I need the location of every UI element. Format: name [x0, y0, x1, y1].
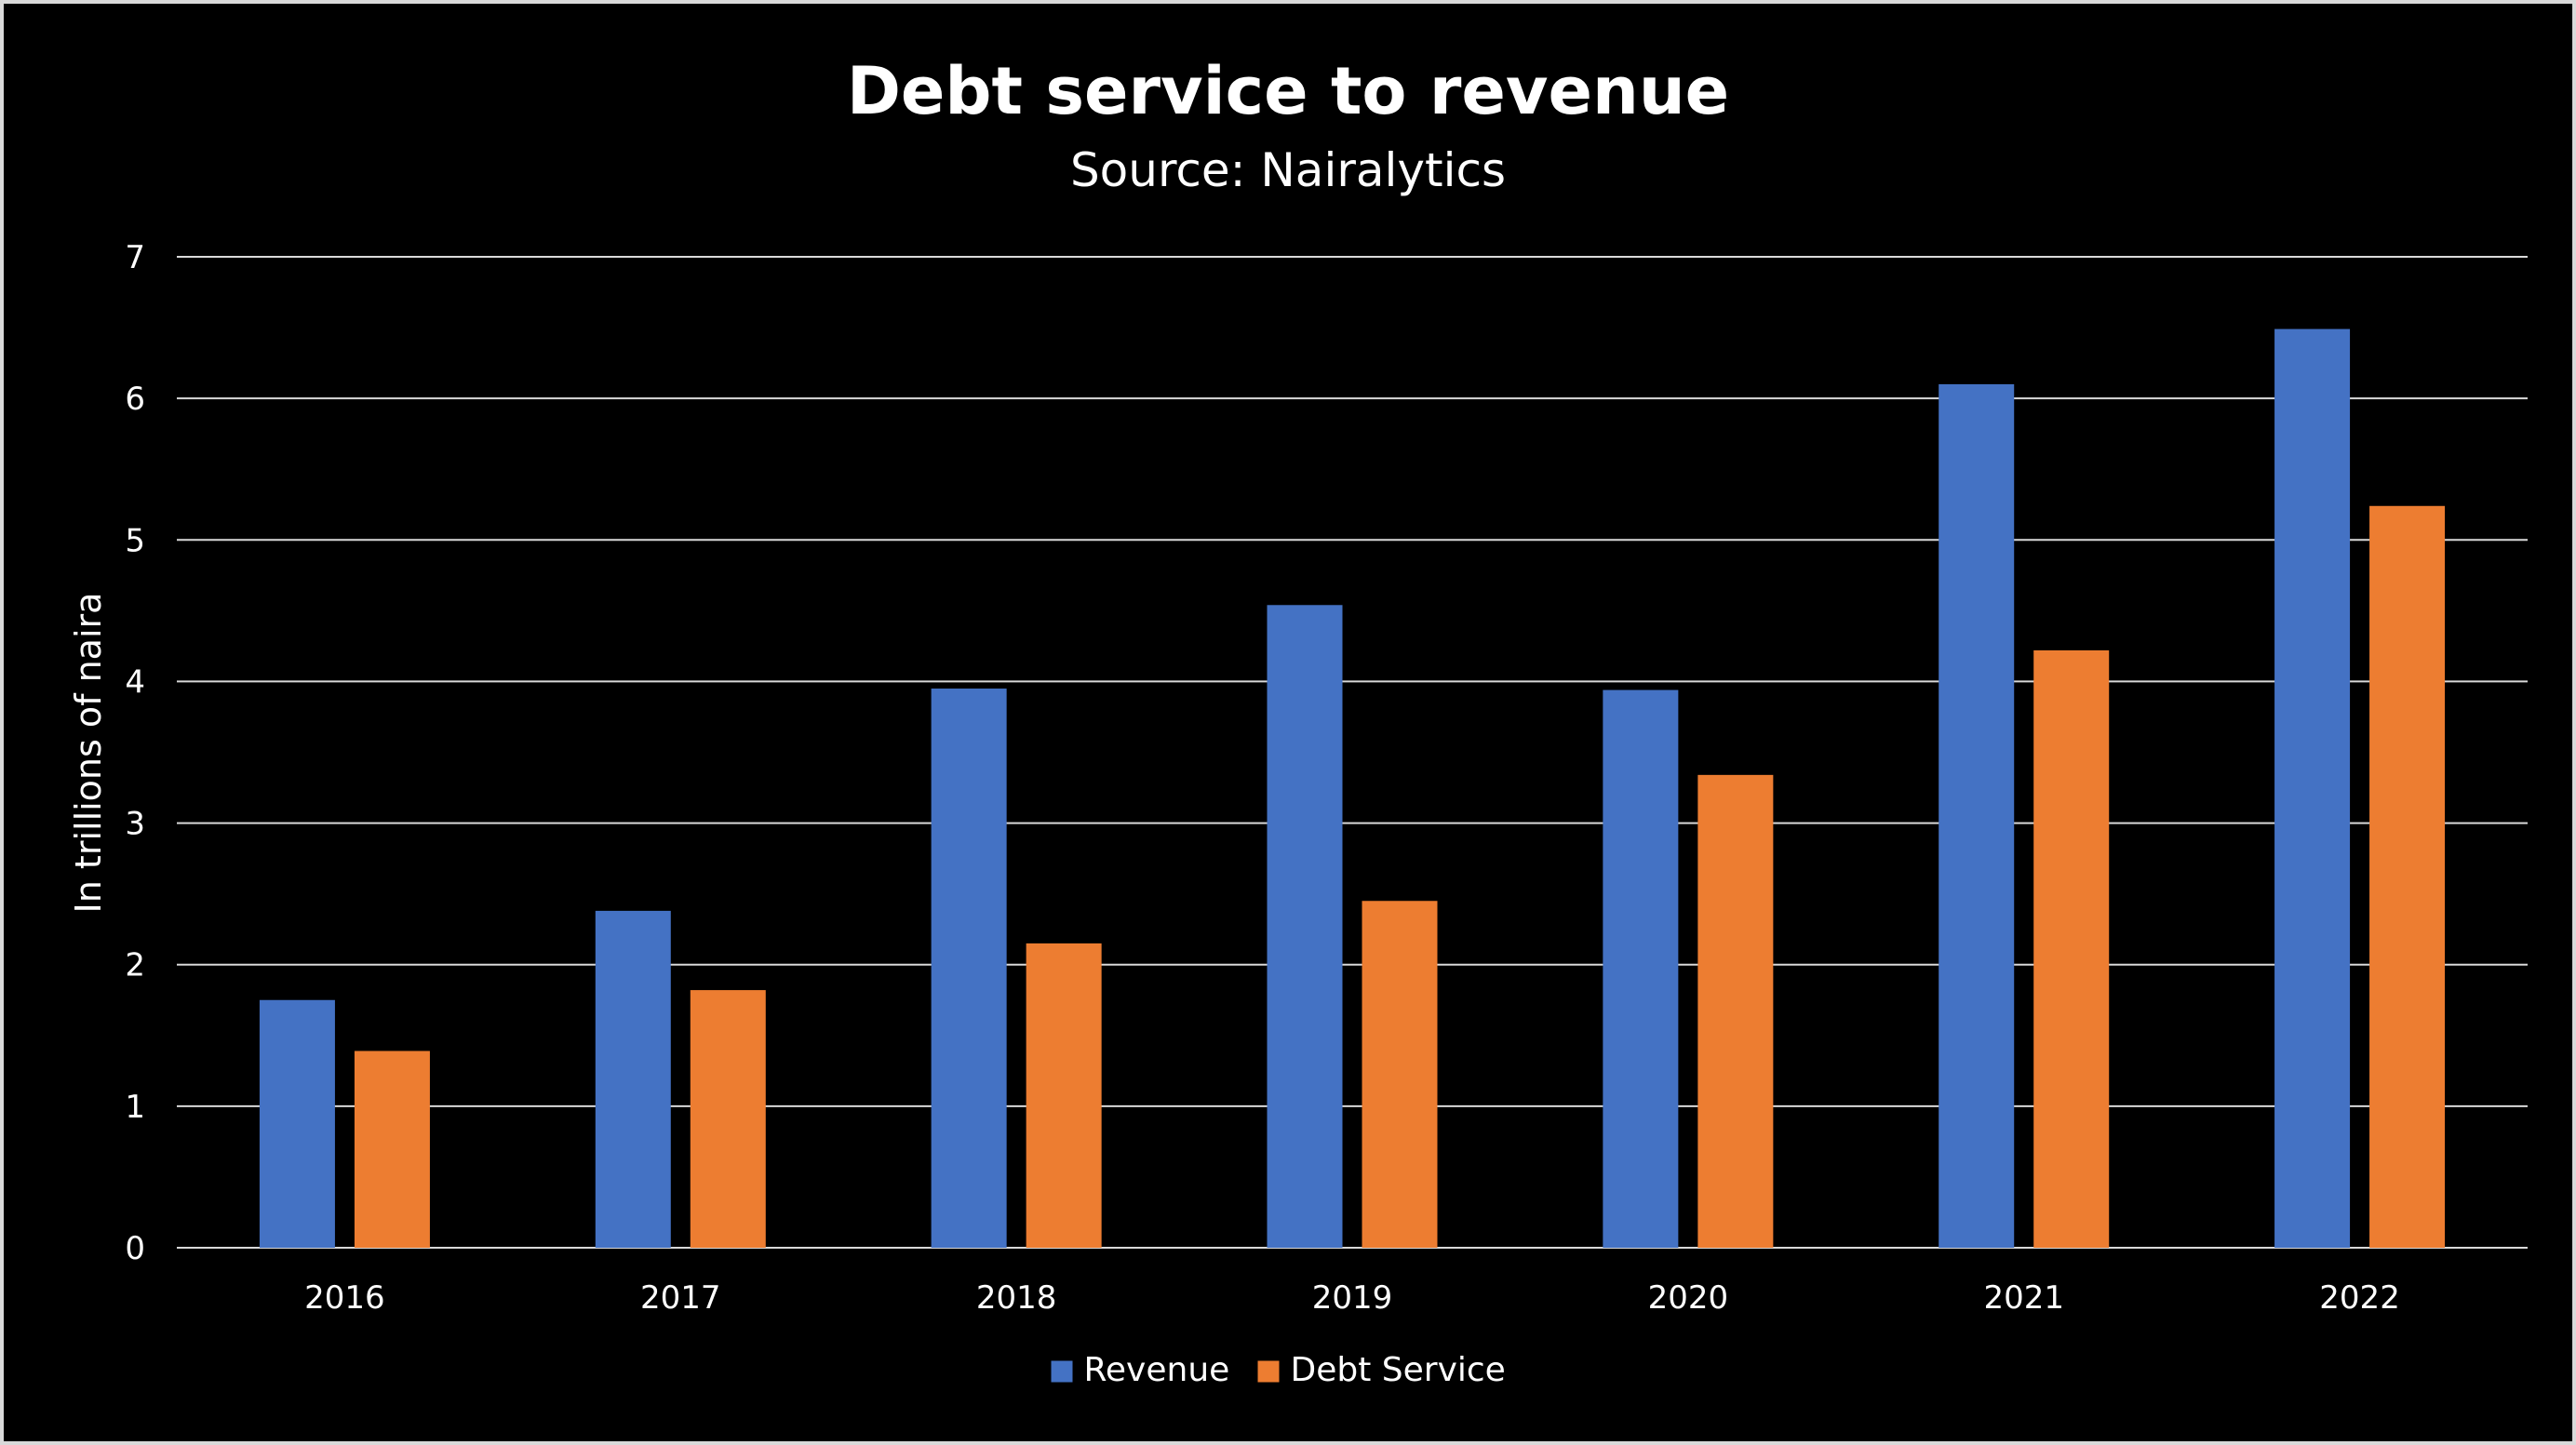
y-tick-label: 7: [125, 239, 145, 276]
legend-swatch-revenue: [1051, 1360, 1073, 1383]
y-axis-ticks: 0 1 2 3 4 5 6 7: [125, 239, 145, 1267]
bar-debt-service-2019: [1362, 901, 1438, 1248]
bar-revenue-2018: [931, 689, 1007, 1248]
bar-revenue-2022: [2274, 328, 2351, 1248]
chart-subtitle: Source: Nairalytics: [1070, 143, 1506, 197]
bar-revenue-2016: [259, 999, 335, 1248]
bar-revenue-2019: [1267, 605, 1343, 1248]
x-axis-ticks: 2016 2017 2018 2019 2020 2021 2022: [304, 1279, 2400, 1317]
chart-canvas: Debt service to revenue Source: Nairalyt…: [68, 53, 2528, 1389]
gridlines: [177, 256, 2528, 1249]
legend-swatch-debt-service: [1257, 1360, 1280, 1383]
bar-debt-service-2022: [2369, 505, 2446, 1248]
y-tick-label: 5: [125, 522, 145, 559]
legend-label-debt-service: Debt Service: [1291, 1351, 1506, 1389]
bar-revenue-2020: [1603, 689, 1679, 1248]
legend: Revenue Debt Service: [1051, 1351, 1506, 1389]
bar-revenue-2017: [595, 910, 671, 1248]
x-tick-label: 2017: [640, 1279, 721, 1317]
x-tick-label: 2022: [2319, 1279, 2400, 1317]
x-tick-label: 2018: [976, 1279, 1057, 1317]
x-tick-label: 2021: [1983, 1279, 2064, 1317]
bar-debt-service-2020: [1697, 774, 1774, 1248]
bars: [259, 328, 2446, 1248]
bar-debt-service-2017: [690, 990, 766, 1248]
x-tick-label: 2020: [1648, 1279, 1729, 1317]
x-tick-label: 2019: [1312, 1279, 1393, 1317]
y-tick-label: 2: [125, 947, 145, 984]
bar-debt-service-2021: [2033, 649, 2110, 1248]
bar-debt-service-2016: [354, 1050, 430, 1248]
chart-title: Debt service to revenue: [847, 53, 1729, 129]
x-tick-label: 2016: [304, 1279, 385, 1317]
y-tick-label: 1: [125, 1089, 145, 1126]
y-axis-label: In trillions of naira: [68, 593, 109, 914]
bar-debt-service-2018: [1026, 943, 1102, 1248]
legend-label-revenue: Revenue: [1084, 1351, 1230, 1389]
y-tick-label: 4: [125, 663, 145, 701]
y-tick-label: 3: [125, 806, 145, 843]
y-tick-label: 0: [125, 1230, 145, 1267]
y-tick-label: 6: [125, 381, 145, 418]
bar-revenue-2021: [1939, 383, 2015, 1248]
